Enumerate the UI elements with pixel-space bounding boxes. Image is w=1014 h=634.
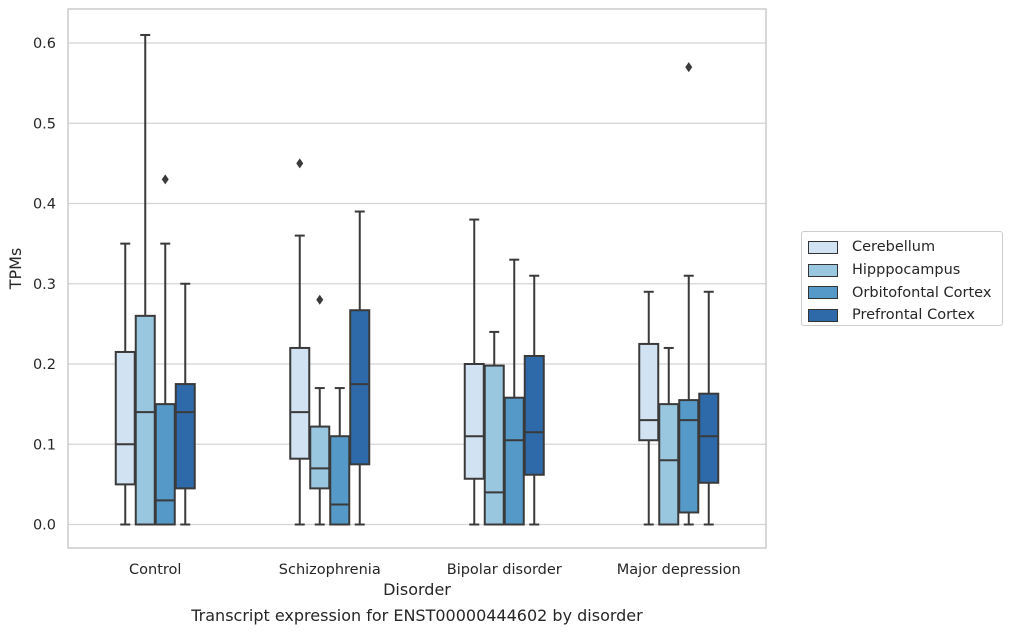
legend-label-cerebellum: Cerebellum	[852, 239, 936, 256]
box	[154, 403, 176, 526]
box	[483, 364, 505, 526]
y-tick-label: 0.0	[33, 518, 56, 534]
y-tick-label: 0.1	[33, 437, 56, 453]
legend-swatch-orbitofontal-cortex	[808, 286, 838, 300]
y-tick-label: 0.2	[33, 357, 56, 373]
legend-item-prefrontal-cortex: Prefrontal Cortex	[808, 304, 1002, 327]
box	[134, 314, 156, 526]
box	[503, 396, 525, 526]
box	[174, 383, 196, 490]
x-axis-label: Disorder	[383, 580, 451, 599]
legend-swatch-prefrontal-cortex	[808, 308, 838, 322]
box	[114, 350, 136, 486]
x-tick-label: Control	[129, 562, 181, 578]
y-tick-label: 0.3	[33, 277, 56, 293]
box	[678, 399, 700, 514]
outlier-point	[296, 158, 304, 169]
legend-swatch-cerebellum	[808, 240, 838, 254]
box	[698, 392, 720, 484]
y-tick-label: 0.6	[33, 36, 56, 52]
legend-label-prefrontal-cortex: Prefrontal Cortex	[852, 307, 975, 324]
legend-item-cerebellum: Cerebellum	[808, 236, 1002, 259]
box	[463, 363, 485, 480]
legend-swatch-hipppocampus	[808, 263, 838, 277]
box	[523, 354, 545, 476]
x-tick-label: Bipolar disorder	[447, 562, 562, 578]
x-tick-label: Major depression	[617, 562, 741, 578]
box	[309, 425, 331, 490]
y-tick-label: 0.5	[33, 116, 56, 132]
plot-frame	[67, 8, 767, 549]
outlier-point	[685, 62, 693, 73]
legend-item-hipppocampus: Hipppocampus	[808, 259, 1002, 282]
box	[638, 342, 660, 442]
y-axis-label: TPMs	[6, 248, 25, 291]
legend: Cerebellum Hipppocampus Orbitofontal Cor…	[801, 231, 1003, 326]
y-tick-label: 0.4	[33, 197, 56, 213]
box	[349, 309, 371, 466]
box	[329, 435, 351, 526]
x-tick-label: Schizophrenia	[279, 562, 381, 578]
outlier-point	[316, 294, 324, 305]
legend-label-orbitofontal-cortex: Orbitofontal Cortex	[852, 284, 992, 301]
box	[658, 403, 680, 526]
box	[289, 346, 311, 460]
outlier-point	[161, 174, 169, 185]
figure-caption: Transcript expression for ENST0000044460…	[191, 606, 643, 625]
legend-label-hipppocampus: Hipppocampus	[852, 262, 961, 279]
legend-item-orbitofontal-cortex: Orbitofontal Cortex	[808, 281, 1002, 304]
